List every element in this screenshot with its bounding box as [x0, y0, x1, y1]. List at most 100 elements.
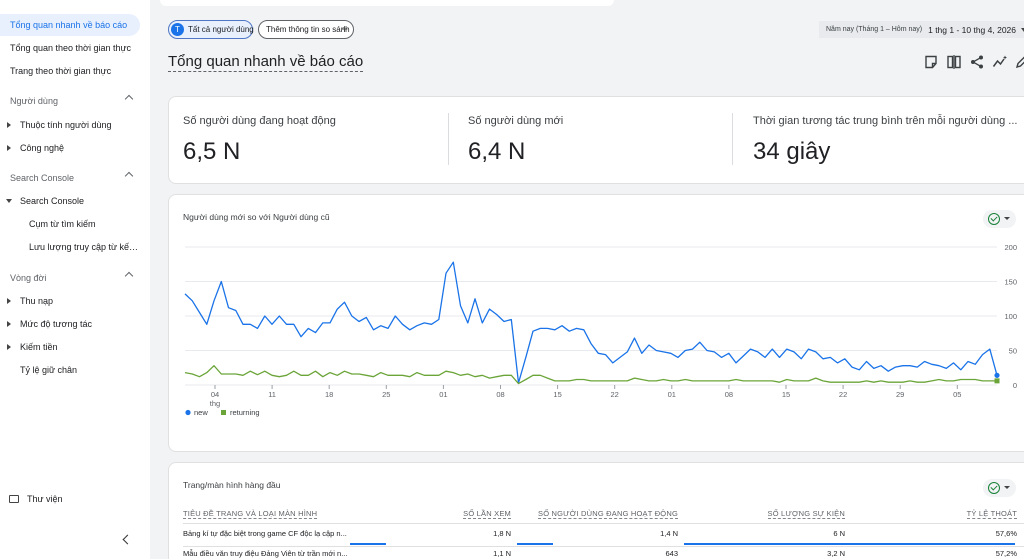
cell-bounce-rate: 57,6%	[995, 529, 1017, 538]
sidebar-item-engagement[interactable]: Mức độ tương tác	[0, 313, 92, 335]
cell-views: 1,8 N	[493, 529, 511, 538]
sidebar-section-lifecycle[interactable]: Vòng đời	[0, 267, 140, 289]
cell-event-count: 3,2 N	[827, 549, 845, 558]
sidebar-item-label: Search Console	[20, 196, 85, 206]
sidebar-item-label: Thuộc tính người dùng	[20, 120, 112, 130]
sidebar-item-retention[interactable]: Tỷ lệ giữ chân	[0, 359, 77, 381]
column-header-event-count[interactable]: SỐ LƯỢNG SỰ KIỆN	[767, 509, 845, 519]
metric-value: 6,5 N	[183, 138, 241, 165]
sidebar-item-search-console[interactable]: Search Console	[0, 190, 84, 212]
date-range-label: Năm nay (Tháng 1 – Hôm nay)	[826, 26, 923, 33]
sidebar-item-label: Tổng quan nhanh về báo cáo	[10, 20, 128, 30]
data-quality-button[interactable]	[983, 479, 1016, 497]
sidebar-item-realtime-pages[interactable]: Trang theo thời gian thực	[0, 60, 111, 82]
edit-icon[interactable]	[1014, 54, 1024, 70]
sidebar-item-user-attributes[interactable]: Thuộc tính người dùng	[0, 114, 112, 136]
new-vs-returning-chart-card: 0 50 100 150 200 04 11 18 25 01 08 15 22 01 08 15 22 29 05…	[168, 194, 1024, 452]
metric-avg-engagement-time[interactable]: Thời gian tương tác trung bình trên mỗi …	[739, 97, 1024, 185]
chevron-up-icon	[124, 171, 134, 181]
compare-columns-icon[interactable]	[946, 54, 962, 70]
collapse-sidebar-button[interactable]	[120, 534, 132, 546]
x-tick-label: 15	[782, 390, 790, 399]
metric-active-users[interactable]: Số người dùng đang hoạt động 6,5 N	[169, 97, 449, 185]
event-count-bar	[684, 543, 854, 545]
column-header-bounce-rate[interactable]: TỶ LỆ THOÁT	[966, 509, 1017, 519]
data-quality-button[interactable]	[983, 210, 1016, 228]
sidebar-section-search-console[interactable]: Search Console	[0, 167, 140, 189]
x-tick-label: 04	[211, 390, 219, 399]
legend-label-returning: returning	[230, 408, 260, 417]
sidebar-item-monetization[interactable]: Kiếm tiền	[0, 336, 58, 358]
expand-arrow-icon	[7, 298, 11, 304]
x-tick-label: 29	[896, 390, 904, 399]
section-label: Search Console	[10, 173, 75, 183]
sidebar-item-acquisition[interactable]: Thu nạp	[0, 290, 53, 312]
share-icon[interactable]	[969, 54, 985, 70]
sidebar-item-reports-snapshot[interactable]: Tổng quan nhanh về báo cáo	[0, 14, 140, 36]
date-range-picker[interactable]: Năm nay (Tháng 1 – Hôm nay) 1 thg 1 - 10…	[819, 21, 1024, 38]
expand-arrow-icon	[7, 344, 11, 350]
expand-arrow-icon	[7, 122, 11, 128]
sidebar-item-label: Tổng quan theo thời gian thực	[10, 43, 132, 53]
insights-icon[interactable]	[992, 54, 1008, 70]
x-tick-label: 15	[553, 390, 561, 399]
chart-title: Người dùng mới so với Người dùng cũ	[183, 212, 330, 222]
column-header-active-users[interactable]: SỐ NGƯỜI DÙNG ĐANG HOẠT ĐỘNG	[538, 509, 678, 519]
section-label: Người dùng	[10, 96, 58, 106]
metric-value: 6,4 N	[468, 138, 526, 165]
sidebar-item-label: Trang theo thời gian thực	[10, 66, 112, 76]
cell-page-title: Mẫu điều văn truy điệu Đảng Viên từ trần…	[183, 549, 348, 558]
line-chart: 0 50 100 150 200 04 11 18 25 01 08 15 22 01 08 15 22 29 05…	[184, 243, 1017, 417]
y-tick-label: 100	[1004, 312, 1017, 321]
cell-event-count: 6 N	[833, 529, 845, 538]
series-end-point-returning	[994, 378, 1000, 384]
segment-chip-label: Tất cả người dùng	[188, 25, 254, 34]
sidebar-item-queries[interactable]: Cụm từ tìm kiếm	[0, 213, 140, 235]
add-comparison-button[interactable]: Thêm thông tin so sánh +	[258, 20, 354, 39]
bounce-rate-bar	[851, 543, 1015, 545]
x-tick-label: 08	[496, 390, 504, 399]
x-tick-label: 05	[953, 390, 961, 399]
column-header-page-title[interactable]: TIÊU ĐỀ TRANG VÀ LOẠI MÀN HÌNH	[183, 509, 318, 519]
x-tick-label: 18	[325, 390, 333, 399]
add-comparison-label: Thêm thông tin so sánh	[266, 25, 350, 34]
sidebar-item-label: Công nghệ	[20, 143, 65, 153]
cell-views: 1,1 N	[493, 549, 511, 558]
section-label: Vòng đời	[10, 273, 47, 283]
y-tick-label: 200	[1004, 243, 1017, 252]
sidebar-library[interactable]: Thư viện	[9, 494, 63, 504]
sidebar-item-realtime-overview[interactable]: Tổng quan theo thời gian thực	[0, 37, 131, 59]
sidebar-item-organic-traffic[interactable]: Lưu lượng truy cập từ kết ...	[0, 236, 140, 258]
metric-label: Số người dùng mới	[468, 115, 564, 127]
row-divider	[183, 523, 1024, 524]
check-circle-icon	[988, 482, 1000, 494]
chevron-up-icon	[124, 94, 134, 104]
expand-arrow-icon	[7, 321, 11, 327]
active-users-bar	[517, 543, 553, 545]
metric-label: Số người dùng đang hoạt động	[183, 115, 336, 127]
customize-report-icon[interactable]	[923, 54, 939, 70]
y-tick-label: 50	[1009, 347, 1017, 356]
expand-arrow-icon	[7, 145, 11, 151]
top-pages-table-card: Trang/màn hình hàng đầu TIÊU ĐỀ TRANG VÀ…	[168, 462, 1024, 559]
column-header-views[interactable]: SỐ LẦN XEM	[463, 509, 511, 519]
sidebar-item-tech[interactable]: Công nghệ	[0, 137, 64, 159]
metric-new-users[interactable]: Số người dùng mới 6,4 N	[454, 97, 734, 185]
segment-avatar: T	[171, 23, 184, 36]
dropdown-arrow-icon	[1004, 486, 1010, 489]
row-divider	[183, 546, 1024, 547]
sidebar-section-user[interactable]: Người dùng	[0, 90, 140, 112]
sidebar-item-label: Lưu lượng truy cập từ kết ...	[29, 242, 140, 252]
y-tick-label: 0	[1013, 381, 1017, 390]
folder-icon	[9, 495, 19, 503]
cell-page-title: Bảng kí tự đặc biệt trong game CF độc lạ…	[183, 529, 347, 538]
sidebar-item-label: Kiếm tiền	[20, 342, 58, 352]
views-bar	[350, 543, 386, 545]
series-line-new	[184, 261, 998, 384]
series-line-returning	[184, 365, 997, 385]
divider	[448, 113, 449, 165]
y-tick-label: 150	[1004, 278, 1017, 287]
check-circle-icon	[988, 213, 1000, 225]
x-tick-label: 22	[839, 390, 847, 399]
segment-chip-all-users[interactable]: T Tất cả người dùng	[168, 20, 254, 39]
